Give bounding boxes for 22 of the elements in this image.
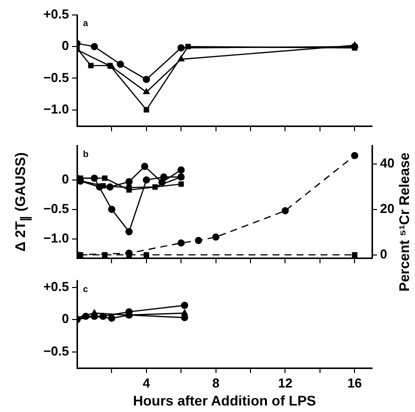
x-tick-label: 16 (347, 375, 362, 390)
x-tick-label: 4 (142, 375, 151, 390)
y-tick-label: 0 (62, 311, 69, 326)
y-tick-label: 0 (62, 172, 69, 187)
annotation: b (83, 148, 89, 159)
annotation: c (83, 284, 88, 294)
x-tick-label: 8 (212, 375, 220, 390)
y-tick-label: −0.5 (43, 200, 69, 216)
y-tick-label: −1.0 (43, 101, 69, 116)
y-tick-label: −0.5 (43, 343, 69, 358)
annotation: a (83, 18, 89, 28)
y-tick-label: +0.5 (43, 278, 69, 294)
y-tick-label: −0.5 (43, 70, 69, 85)
y-tick-label: −1.0 (43, 230, 69, 246)
x-tick-label: 12 (278, 375, 292, 390)
y2-tick-label: 40 (380, 156, 394, 171)
y2-axis-title: Percent ⁵¹Cr Release (396, 152, 412, 292)
y-tick-label: 0 (62, 38, 69, 54)
y2-tick-label: 0 (380, 246, 388, 262)
y2-tick-label: 20 (380, 200, 394, 216)
y-tick-label: +0.5 (43, 6, 69, 22)
x-axis-title: Hours after Addition of LPS (132, 392, 316, 408)
